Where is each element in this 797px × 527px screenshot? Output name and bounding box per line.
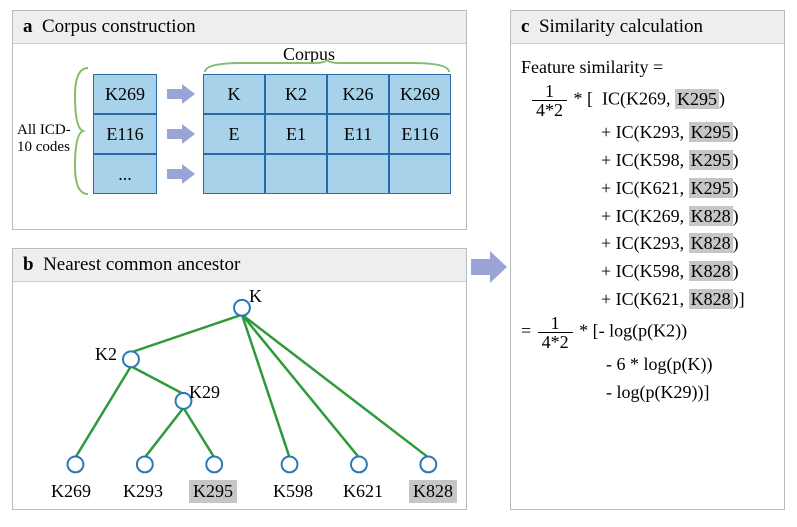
tree-leaf-label: K598 [269, 480, 317, 503]
ic-term: + IC(K621, K295) [521, 175, 776, 203]
panel-b-title: Nearest common ancestor [43, 254, 240, 275]
tree-svg [13, 282, 466, 508]
ic-term: + IC(K269, K828) [521, 203, 776, 231]
arrow-icon [165, 114, 197, 154]
corpus-cell [389, 154, 451, 194]
tree-leaf-label: K293 [119, 480, 167, 503]
tree-leaf-label: K295 [189, 480, 237, 503]
panel-c-header: c Similarity calculation [511, 11, 784, 44]
arrow-icon [165, 74, 197, 114]
panel-a-header: a Corpus construction [13, 11, 466, 44]
panel-c-tag: c [521, 16, 529, 37]
tree-leaf-label: K269 [47, 480, 95, 503]
corpus-cell: K [203, 74, 265, 114]
src-cell: K269 [93, 74, 157, 114]
eq-line: = 14*2 * [- log(p(K2)) [521, 314, 776, 351]
panel-corpus: a Corpus construction All ICD-10 codes K… [12, 10, 467, 230]
panel-formula: c Similarity calculation Feature similar… [510, 10, 785, 510]
corpus-table: K K2 K26 K269 E E1 E11 E116 [203, 74, 451, 194]
src-cell: ... [93, 154, 157, 194]
panel-b-header: b Nearest common ancestor [13, 249, 466, 282]
tree-node-label: K2 [95, 344, 117, 365]
panel-c-title: Similarity calculation [539, 16, 703, 37]
tree-node-label: K29 [189, 382, 220, 403]
ic-term: + IC(K598, K828) [521, 258, 776, 286]
panel-a-tag: a [23, 16, 33, 37]
eq-line: - 6 * log(p(K)) [521, 351, 776, 379]
ic-term: 14*2 * [ IC(K269, K295) [521, 82, 776, 119]
tree-node-label: K [249, 286, 262, 307]
corpus-cell: K269 [389, 74, 451, 114]
corpus-cell [265, 154, 327, 194]
arrow-icon [165, 154, 197, 194]
arrow-column [165, 74, 197, 194]
ic-term: + IC(K598, K295) [521, 147, 776, 175]
brace-top-icon [203, 58, 451, 74]
eq-line: - log(p(K29))] [521, 379, 776, 407]
panel-b-tag: b [23, 254, 34, 275]
panel-tree: b Nearest common ancestor K K2 K29 K269 K293… [12, 248, 467, 510]
corpus-cell: E116 [389, 114, 451, 154]
corpus-cell: E [203, 114, 265, 154]
source-column: K269 E116 ... [93, 74, 157, 194]
ic-term: + IC(K293, K828) [521, 230, 776, 258]
panel-b-body: K K2 K29 K269 K293 K295 K598 K621 K828 [13, 282, 466, 508]
tree-leaf-label: K621 [339, 480, 387, 503]
corpus-cell: E1 [265, 114, 327, 154]
ic-term: + IC(K621, K828)] [521, 286, 776, 314]
corpus-cell: E11 [327, 114, 389, 154]
corpus-cell: K26 [327, 74, 389, 114]
corpus-cell: K2 [265, 74, 327, 114]
tree-leaf-label: K828 [409, 480, 457, 503]
corpus-cell [327, 154, 389, 194]
src-cell: E116 [93, 114, 157, 154]
ic-term: + IC(K293, K295) [521, 119, 776, 147]
corpus-cell [203, 154, 265, 194]
big-arrow-icon [470, 250, 508, 289]
brace-left-icon [73, 66, 93, 196]
panel-a-body: All ICD-10 codes K269 E116 ... Corpus K [13, 44, 466, 228]
formula-lhs: Feature similarity = [521, 54, 776, 82]
formula-body: Feature similarity = 14*2 * [ IC(K269, K… [511, 44, 784, 415]
panel-a-title: Corpus construction [42, 16, 196, 37]
